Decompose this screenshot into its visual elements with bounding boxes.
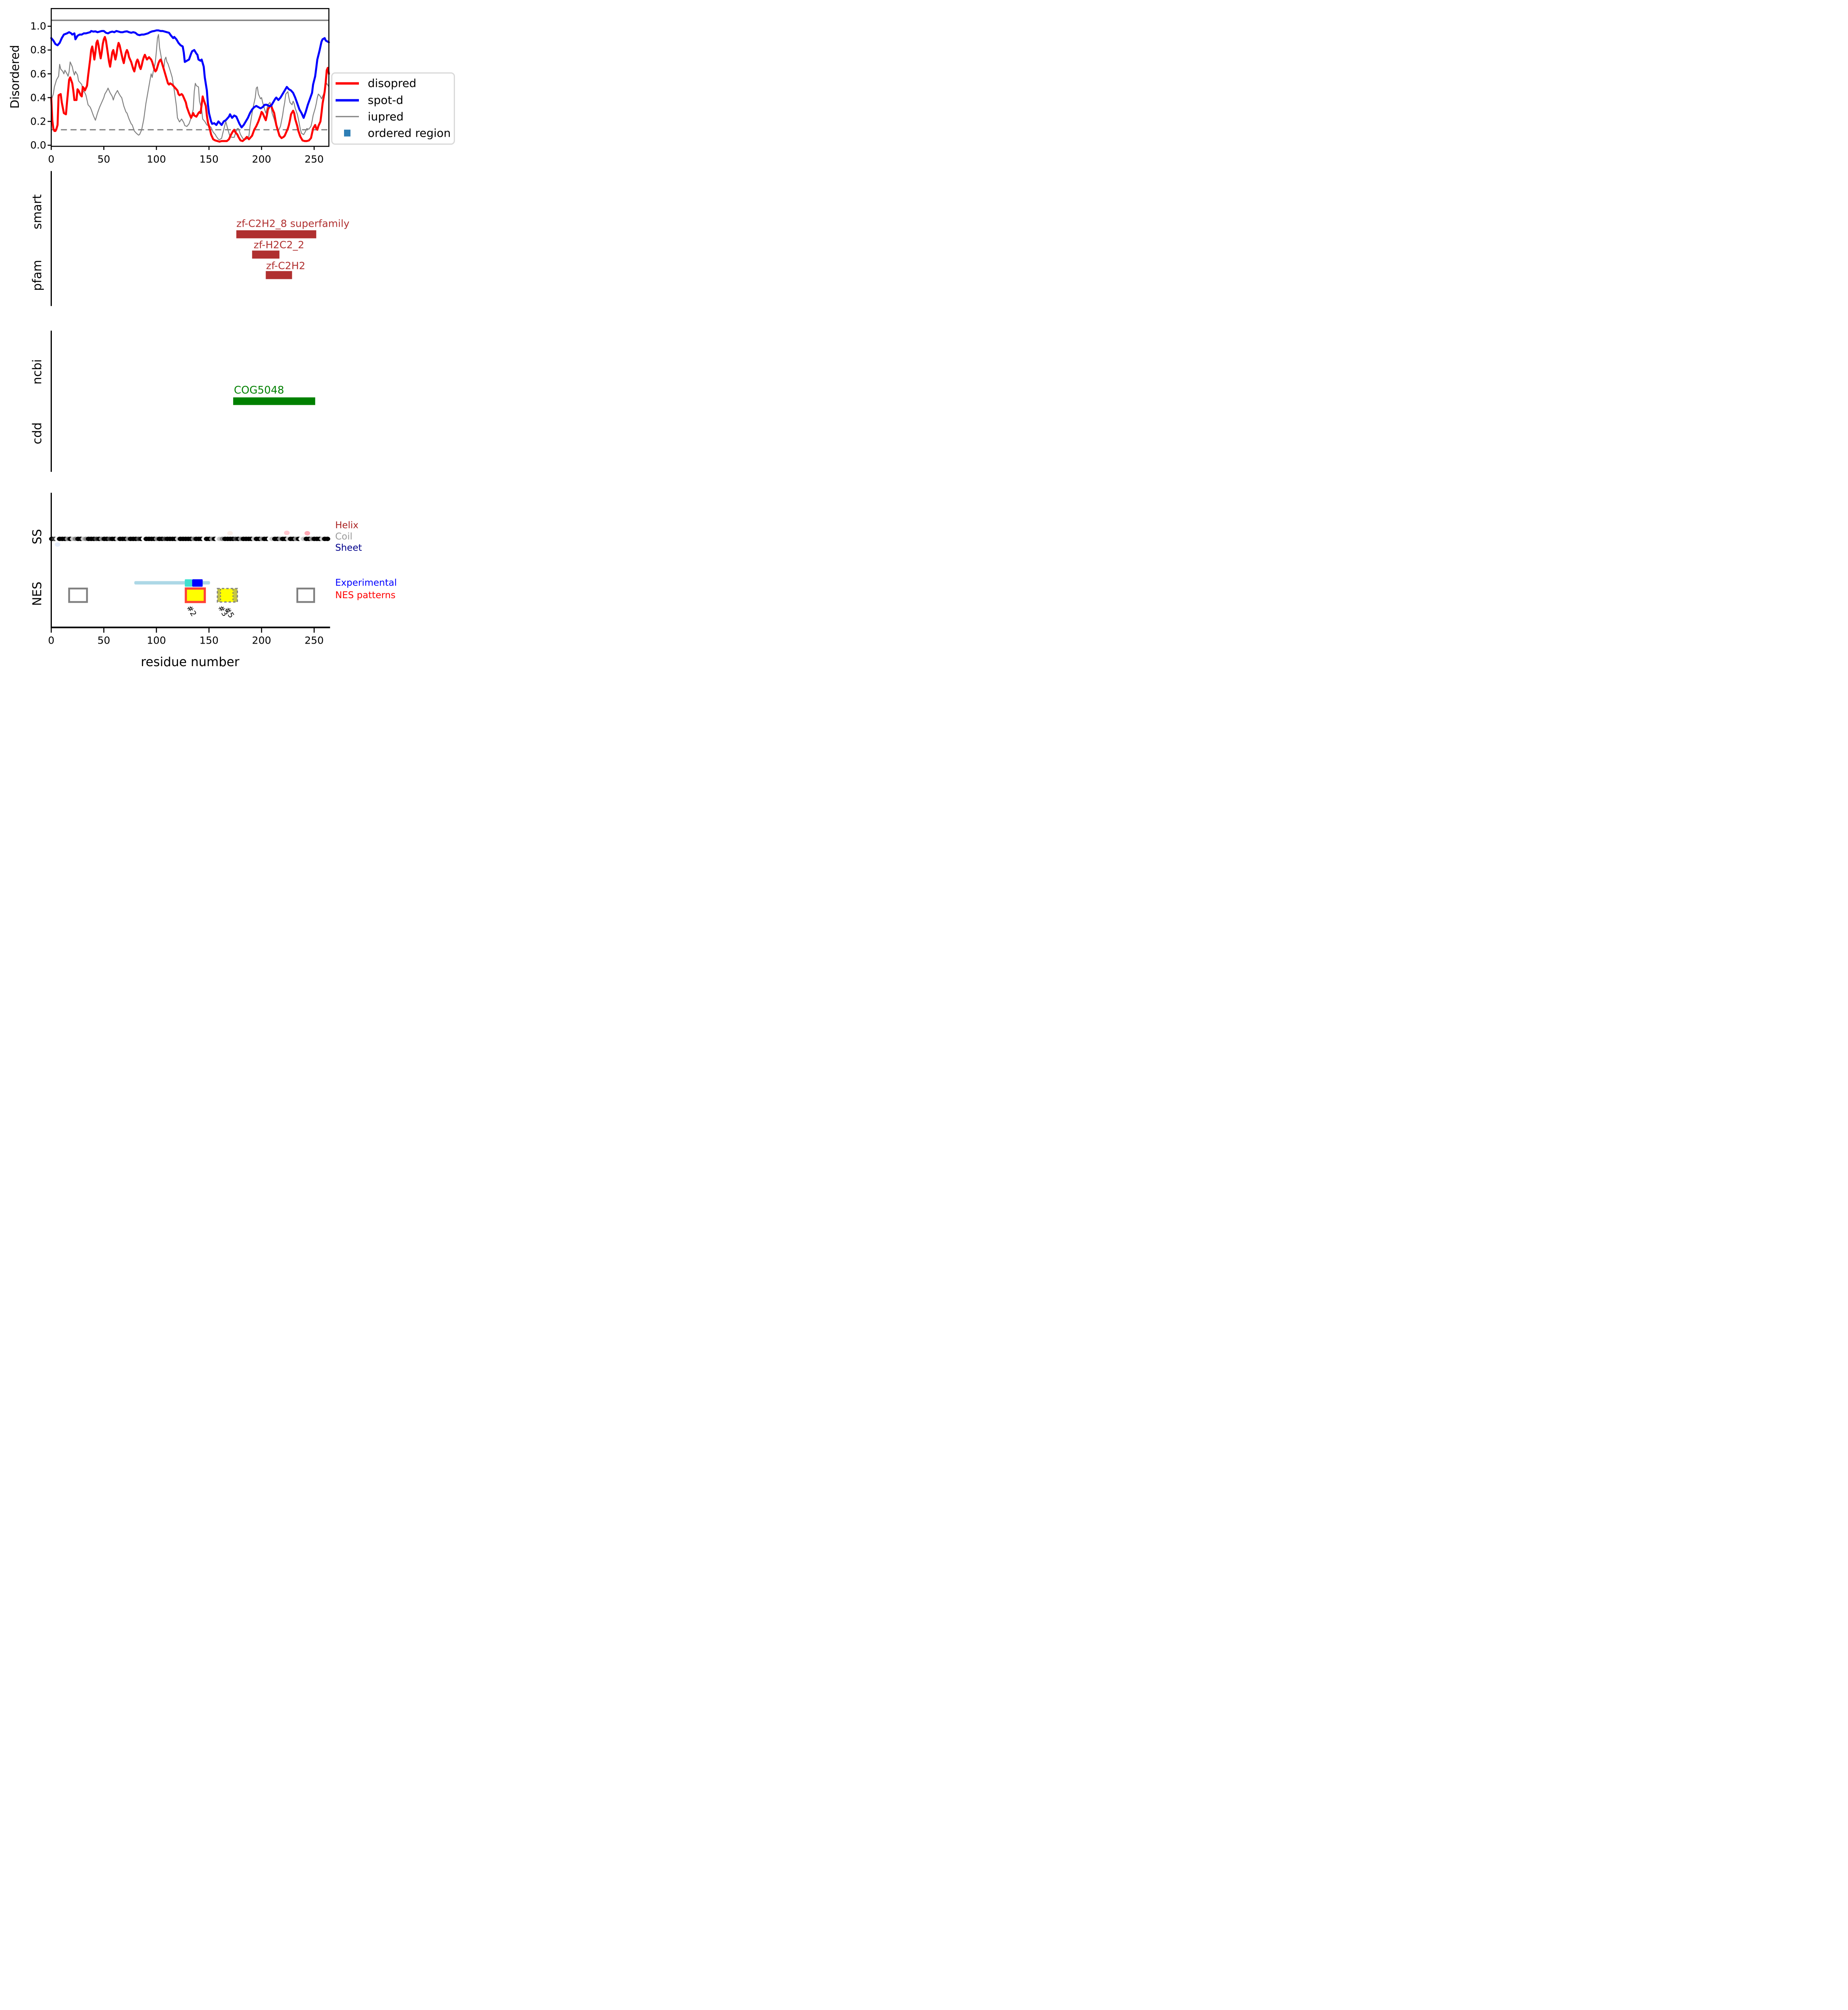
legend-label: ordered region (368, 126, 451, 140)
y-tick-label: 0.8 (30, 44, 46, 56)
ss-legend-helix: Helix (335, 520, 359, 531)
disopred-line-icon (336, 82, 359, 84)
ss-legend-sheet: Sheet (335, 543, 362, 553)
x-tick-label: 50 (97, 634, 111, 646)
figure-graphics (47, 8, 330, 633)
domain-label-zf-h2c2-2: zf-H2C2_2 (254, 239, 305, 251)
row-label-ss: SS (30, 529, 45, 545)
y-tick-label: 0.2 (30, 115, 46, 127)
row-label-pfam: pfam (30, 260, 45, 291)
nes-legend-experimental: Experimental (335, 578, 397, 588)
nes-legend-nes-patterns: NES patterns (335, 590, 396, 601)
x-tick-label: 150 (199, 634, 219, 646)
y-tick-label: 1.0 (30, 20, 46, 32)
row-label-ncbi: ncbi (30, 359, 45, 385)
x-tick-label: 150 (199, 153, 219, 165)
ss-legend-coil: Coil (335, 531, 352, 542)
legend-item-spot-d: spot-d (336, 94, 403, 107)
x-tick-label: 250 (304, 153, 324, 165)
y-tick-label: 0.6 (30, 68, 46, 80)
spot-d-line-icon (336, 99, 359, 101)
legend-label: spot-d (368, 93, 404, 107)
y-tick-label: 0.4 (30, 92, 46, 104)
x-axis-label: residue number (141, 655, 240, 669)
row-label-smart: smart (30, 194, 45, 230)
domain-label-cog5048: COG5048 (234, 384, 284, 396)
domain-label-zf-c2h2-8-superfamily: zf-C2H2_8 superfamily (236, 217, 350, 230)
x-tick-label: 200 (252, 153, 271, 165)
x-tick-label: 100 (147, 153, 166, 165)
x-tick-label: 100 (147, 634, 166, 646)
figure-canvas: Disordered 0.0 0.2 0.4 0.6 0.8 1.0 0 50 100 150 2… (0, 0, 462, 672)
ordered-region-marker-icon (336, 129, 359, 137)
legend-item-ordered-region: ordered region (336, 127, 451, 140)
iupred-line-icon (336, 116, 359, 117)
row-label-nes: NES (30, 581, 45, 606)
domain-label-zf-c2h2: zf-C2H2 (266, 260, 305, 272)
x-tick-label: 50 (97, 153, 111, 165)
legend-box: disopred spot-d iupred ordered region (331, 72, 455, 145)
row-label-cdd: cdd (30, 422, 45, 445)
x-tick-label: 0 (48, 634, 55, 646)
x-tick-label: 250 (304, 634, 324, 646)
legend-item-disopred: disopred (336, 77, 416, 90)
y-tick-label: 0.0 (30, 139, 46, 151)
legend-label: iupred (368, 110, 404, 123)
x-tick-label: 0 (48, 153, 55, 165)
x-tick-label: 200 (252, 634, 271, 646)
legend-item-iupred: iupred (336, 110, 404, 123)
legend-label: disopred (368, 76, 416, 90)
